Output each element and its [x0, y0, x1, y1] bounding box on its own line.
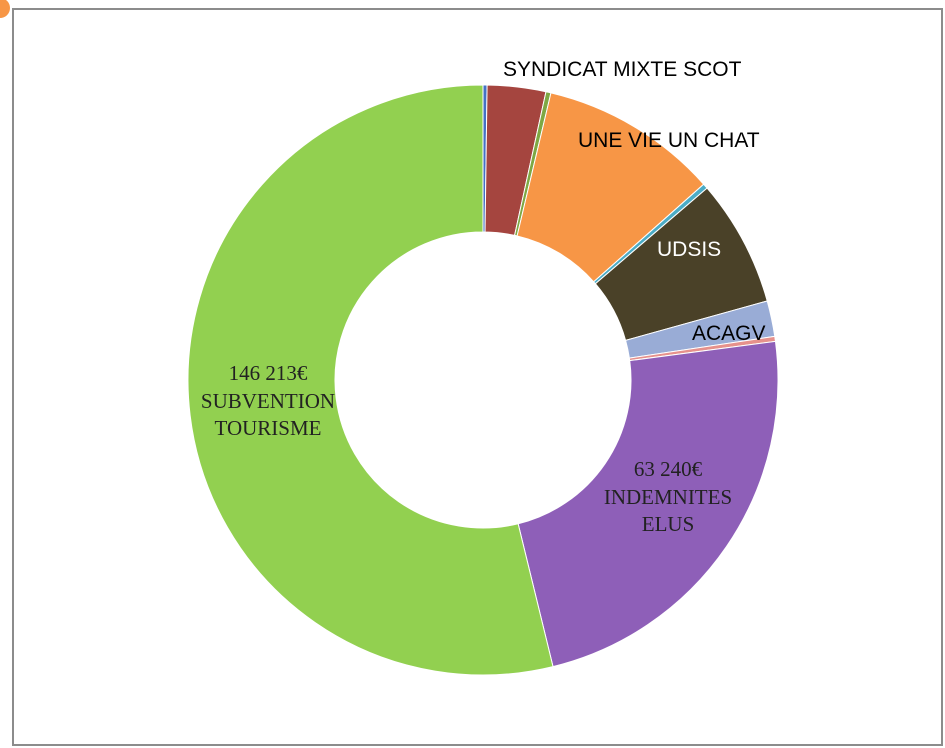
data-label: 146 213€: [228, 361, 308, 385]
donut-segment: [187, 84, 554, 676]
category-label: UDSIS: [657, 238, 722, 261]
category-label: SYNDICAT MIXTE SCOT: [503, 58, 742, 81]
category-label: ACAGV: [692, 322, 766, 345]
corner-handle: [0, 0, 10, 18]
frame: [12, 8, 943, 746]
category-label: SUBVENTION TOURISME: [200, 389, 336, 441]
donut-segment: [517, 340, 779, 668]
data-label: 63 240€: [633, 457, 703, 481]
category-label: INDEMNITES ELUS: [603, 485, 733, 537]
category-label: UNE VIE UN CHAT: [578, 129, 760, 152]
